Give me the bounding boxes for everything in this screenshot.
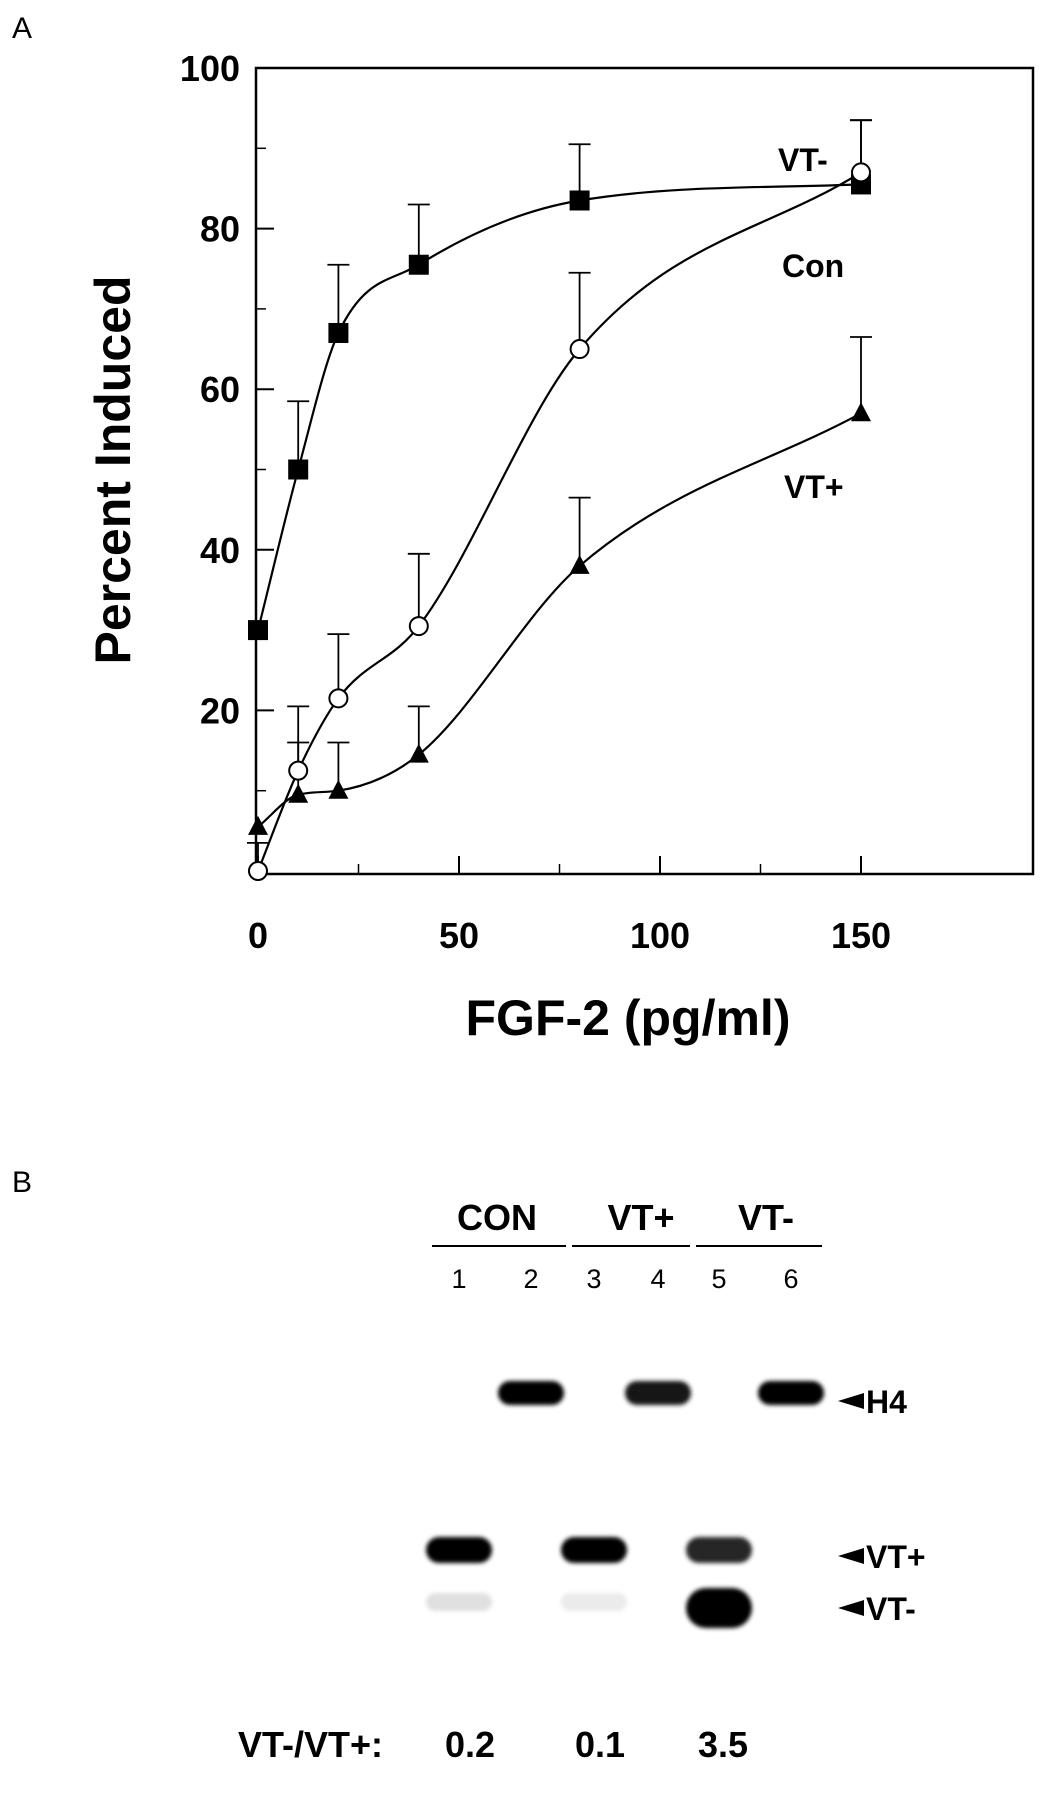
curve-vt-minusplus	[257, 412, 862, 828]
y-tick-label-60: 60	[200, 369, 240, 410]
group-label-vt-minus: VT-	[738, 1197, 794, 1238]
panel-a-letter: A	[12, 12, 32, 45]
x-tick-label-50: 50	[439, 915, 479, 956]
point-vt-minusplus-5	[851, 402, 871, 422]
x-tick-label-0: 0	[248, 915, 268, 956]
y-tick-label-80: 80	[200, 209, 240, 250]
ratio-label: VT-/VT+:	[238, 1724, 383, 1765]
ratio-vt-plus: 0.1	[575, 1724, 625, 1765]
lane-number-6: 6	[783, 1264, 798, 1294]
point-con-5	[851, 162, 871, 183]
point-vt-minus-1	[288, 459, 309, 480]
band-vt-minus-lane-1	[426, 1593, 492, 1611]
point-vt-minus-4	[569, 190, 590, 211]
point-con-4	[569, 339, 590, 360]
gel-blot: CON VT+ VT- 1 2 3 4 5 6 H4 VT+ VT- VT-/V…	[238, 1197, 926, 1765]
point-vt-minusplus-3	[408, 743, 429, 763]
ratio-con: 0.2	[445, 1724, 495, 1765]
y-tick-label-100: 100	[180, 48, 240, 89]
point-con-1	[288, 760, 309, 781]
plot-frame	[254, 66, 1035, 876]
x-axis-title: FGF-2 (pg/ml)	[466, 990, 791, 1046]
band-h4-lane-4	[625, 1381, 691, 1405]
point-con-0	[248, 861, 268, 881]
lane-number-1: 1	[451, 1264, 466, 1294]
point-vt-minusplus-4	[569, 554, 590, 574]
band-label-h4: H4	[866, 1384, 907, 1420]
band-vt-minus-lane-3	[561, 1593, 627, 1611]
point-vt-minus-2	[328, 322, 349, 343]
band-vt-minus-lane-5	[686, 1588, 752, 1628]
fitted-curves	[256, 171, 862, 872]
panel-b-letter: B	[12, 1166, 32, 1199]
line-chart: 20 40 60 80 100 0 50 100 150 VT- Con VT+ FGF-2 (…	[85, 48, 1035, 1046]
band-h4-lane-6	[758, 1381, 824, 1405]
point-con-2	[328, 688, 349, 709]
curve-label-con: Con	[782, 248, 844, 284]
curve-vt-minus	[256, 183, 862, 631]
band-pointer-vt-minus	[838, 1600, 864, 1616]
y-tick-label-40: 40	[200, 530, 240, 571]
error-bars	[247, 119, 872, 871]
ratio-vt-minus: 3.5	[698, 1724, 748, 1765]
band-vt-minusplus-lane-5	[686, 1537, 752, 1563]
group-label-con: CON	[457, 1197, 537, 1238]
y-tick-label-20: 20	[200, 690, 240, 731]
lane-number-4: 4	[650, 1264, 665, 1294]
curve-label-vt-minus: VT-	[778, 142, 828, 178]
band-pointer-vt-plus	[838, 1548, 864, 1564]
band-label-vt-minus: VT-	[866, 1591, 916, 1627]
point-con-3	[408, 616, 429, 637]
band-h4-lane-2	[498, 1381, 564, 1405]
point-vt-minus-3	[408, 254, 429, 275]
group-label-vt-plus: VT+	[607, 1197, 674, 1238]
curve-label-vt-plus: VT+	[784, 469, 844, 505]
lane-number-2: 2	[523, 1264, 538, 1294]
point-vt-minusplus-0	[248, 815, 268, 835]
lane-number-5: 5	[711, 1264, 726, 1294]
axis-ticks: 20 40 60 80 100 0 50 100 150	[180, 48, 891, 956]
x-tick-label-100: 100	[630, 915, 690, 956]
lane-number-3: 3	[586, 1264, 601, 1294]
point-vt-minus-0	[248, 620, 268, 641]
curve-con	[256, 171, 862, 872]
data-points	[248, 162, 871, 881]
x-tick-label-150: 150	[831, 915, 891, 956]
point-vt-minusplus-1	[288, 783, 309, 803]
y-axis-title: Percent Induced	[85, 276, 141, 665]
band-vt-minusplus-lane-3	[561, 1537, 627, 1563]
gel-bands	[426, 1381, 824, 1628]
band-pointer-h4	[838, 1393, 864, 1409]
band-label-vt-plus: VT+	[866, 1539, 926, 1575]
band-vt-minusplus-lane-1	[426, 1537, 492, 1563]
point-vt-minusplus-2	[328, 779, 349, 799]
